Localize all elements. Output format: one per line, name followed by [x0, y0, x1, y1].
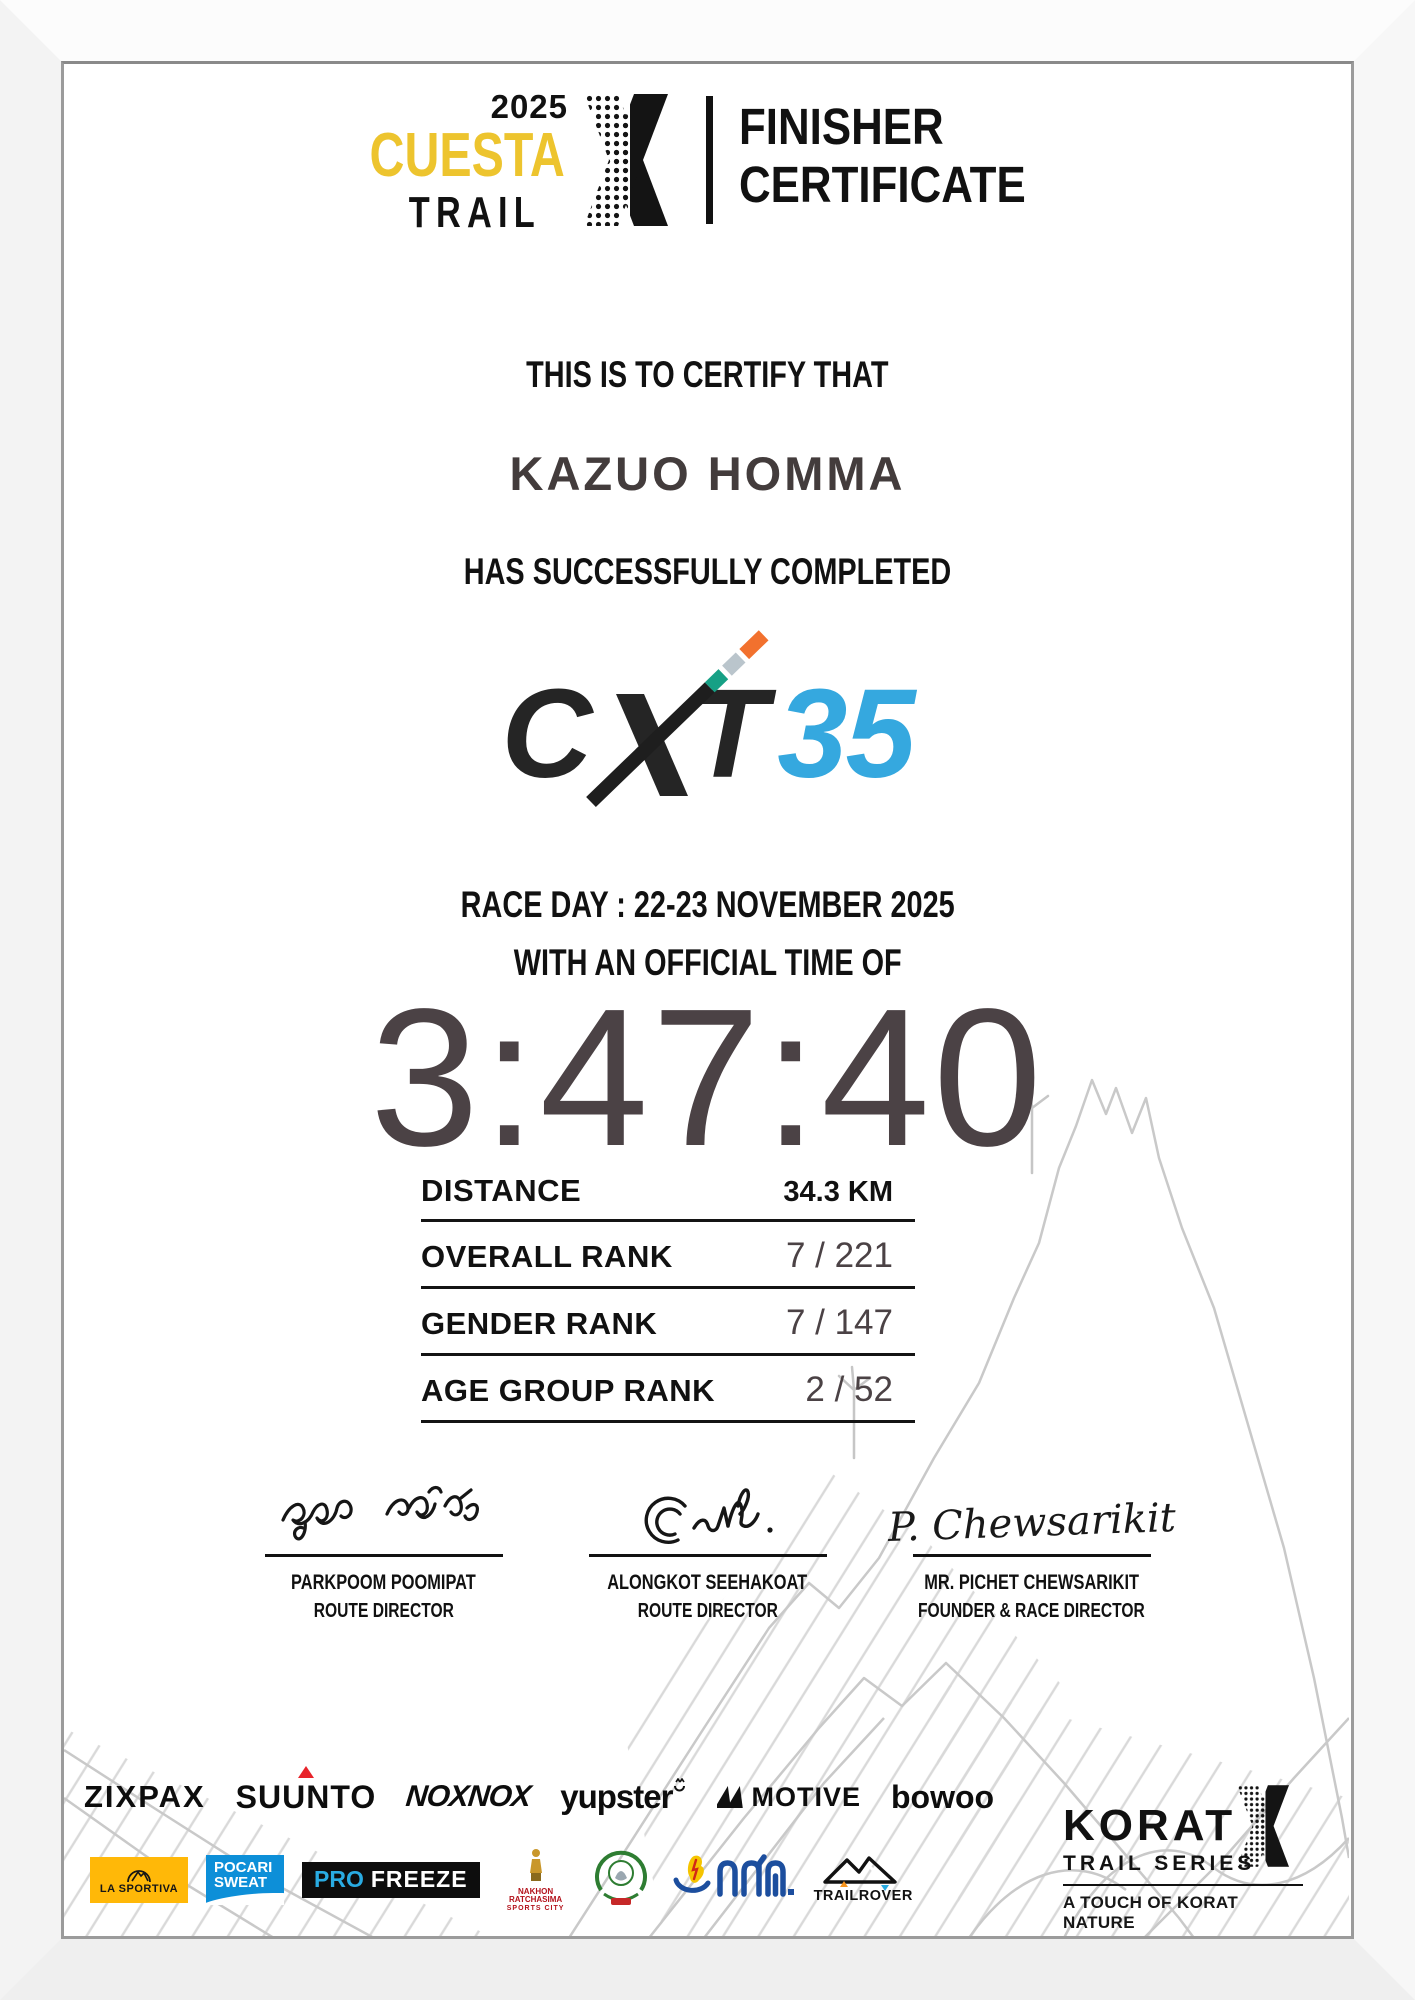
event-name: CUESTA — [369, 121, 565, 190]
noxnox-logo: NOXNOX — [404, 1780, 533, 1813]
autograph-text: P. Chewsarikit — [886, 1494, 1177, 1552]
trailrover-blue-icon — [880, 1885, 889, 1892]
signer-title: FOUNDER & RACE DIRECTOR — [918, 1599, 1145, 1622]
time-label: WITH AN OFFICIAL TIME OF — [513, 942, 902, 983]
signature-handwriting — [234, 1472, 534, 1550]
sponsor-row-1: ZIXPAX SUUNTO NOXNOX yupster MOTIVE — [84, 1765, 995, 1816]
signature-line — [912, 1554, 1151, 1557]
results-table: DISTANCE 34.3 KM OVERALL RANK 7 / 221 GE… — [421, 1159, 915, 1423]
sponsor-row-2: LA SPORTIVA POCARI SWEAT PRO FREEZE NAKH… — [90, 1846, 913, 1913]
trailrover-orange-icon — [839, 1881, 848, 1888]
signer-name: ALONGKOT SEEHAKOAT — [607, 1571, 808, 1594]
korat-name: KORAT — [1063, 1801, 1237, 1850]
zixpax-logo: ZIXPAX — [84, 1779, 206, 1814]
table-row: DISTANCE 34.3 KM — [421, 1159, 915, 1222]
row-label: AGE GROUP RANK — [421, 1373, 716, 1408]
signer-name: PARKPOOM POOMIPAT — [291, 1571, 476, 1594]
pocari-wave-icon — [206, 1888, 284, 1905]
race-day: RACE DAY : 22-23 NOVEMBER 2025 — [460, 884, 955, 925]
cuesta-trail-logo: 2025 CUESTA TRAIL — [342, 90, 592, 235]
row-label: DISTANCE — [421, 1173, 582, 1208]
table-row: GENDER RANK 7 / 147 — [421, 1289, 915, 1356]
signature-handwriting — [558, 1472, 858, 1550]
row-label: GENDER RANK — [421, 1306, 658, 1341]
nakhon-ratchasima-logo: NAKHON RATCHASIMA SPORTS CITY — [498, 1847, 574, 1912]
pro-freeze-logo: PRO FREEZE — [302, 1861, 480, 1898]
nakhon-statue-icon — [529, 1849, 542, 1881]
official-time: 3:47:40 — [370, 968, 1045, 1187]
suunto-triangle-icon — [297, 1765, 314, 1778]
korat-tagline: A TOUCH OF KORAT NATURE — [1063, 1893, 1239, 1932]
signer-name: MR. PICHET CHEWSARIKIT — [924, 1571, 1139, 1594]
event-type: TRAIL — [408, 188, 541, 237]
la-sportiva-logo: LA SPORTIVA — [90, 1856, 188, 1903]
signature-parkpoom: PARKPOOM POOMIPAT ROUTE DIRECTOR — [234, 1472, 534, 1623]
race-logo: C T 35 — [64, 612, 1351, 827]
certificate-title: FINISHER CERTIFICATE — [739, 98, 1072, 214]
runner-name: KAZUO HOMMA — [509, 447, 906, 500]
completed-text: HAS SUCCESSFULLY COMPLETED — [463, 551, 952, 592]
table-row: AGE GROUP RANK 2 / 52 — [421, 1356, 915, 1423]
certify-intro: THIS IS TO CERTIFY THAT — [526, 354, 889, 395]
pocari-sweat-logo: POCARI SWEAT — [206, 1854, 284, 1905]
provincial-emblem-logo — [592, 1846, 650, 1913]
row-value: 7 / 221 — [785, 1236, 893, 1275]
title-line2: CERTIFICATE — [739, 156, 1027, 214]
signature-pichet: P. Chewsarikit MR. PICHET CHEWSARIKIT FO… — [882, 1472, 1182, 1623]
header-divider — [706, 96, 714, 224]
signer-title: ROUTE DIRECTOR — [637, 1599, 778, 1622]
finisher-certificate: 2025 CUESTA TRAIL FIN — [61, 61, 1354, 1939]
motive-arrows-icon — [717, 1786, 744, 1808]
signatures: PARKPOOM POOMIPAT ROUTE DIRECTOR ALONGKO… — [64, 1472, 1351, 1623]
title-line1: FINISHER — [739, 98, 945, 155]
yupster-logo: yupster — [560, 1778, 687, 1816]
la-sportiva-mountain-icon — [127, 1869, 151, 1882]
korat-x-icon — [1237, 1785, 1290, 1867]
row-value: 2 / 52 — [805, 1370, 893, 1409]
trailrover-logo: TRAILROVER — [814, 1855, 913, 1904]
egat-logo — [668, 1852, 796, 1907]
row-label: OVERALL RANK — [421, 1239, 673, 1274]
suunto-logo: SUUNTO — [236, 1765, 377, 1816]
signature-handwriting: P. Chewsarikit — [882, 1472, 1182, 1551]
trailrover-mountain-icon — [823, 1856, 897, 1884]
race-number: 35 — [777, 663, 915, 804]
cuesta-x-icon — [584, 94, 669, 226]
event-year: 2025 — [490, 88, 569, 125]
row-value: 34.3 KM — [783, 1176, 893, 1208]
row-value: 7 / 147 — [785, 1303, 893, 1342]
la-sportiva-text: LA SPORTIVA — [99, 1882, 179, 1895]
bowoo-logo: bowoo — [890, 1778, 995, 1815]
race-letter-c: C — [501, 663, 593, 804]
motive-logo: MOTIVE — [717, 1782, 861, 1813]
korat-divider — [1063, 1884, 1303, 1886]
yupster-face-icon — [674, 1778, 686, 1792]
signature-line — [264, 1554, 503, 1557]
signer-title: ROUTE DIRECTOR — [313, 1599, 454, 1622]
header: 2025 CUESTA TRAIL FIN — [64, 90, 1351, 235]
korat-trail-series-logo: KORAT TRAIL SERIES — [1063, 1784, 1315, 1933]
table-row: OVERALL RANK 7 / 221 — [421, 1222, 915, 1289]
signature-line — [588, 1554, 827, 1557]
signature-alongkot: ALONGKOT SEEHAKOAT ROUTE DIRECTOR — [558, 1472, 858, 1623]
korat-series: TRAIL SERIES — [1063, 1852, 1256, 1875]
